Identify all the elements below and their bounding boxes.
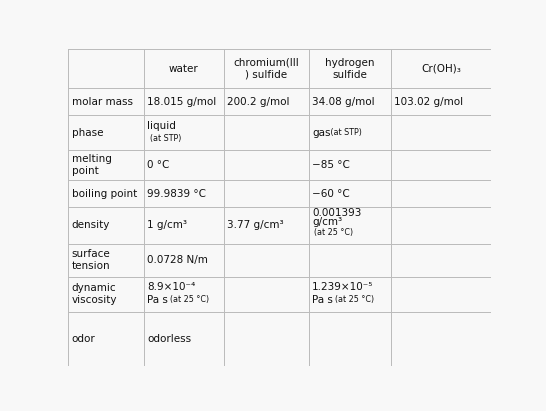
Text: (at 25 °C): (at 25 °C) bbox=[330, 296, 374, 305]
Text: 103.02 g/mol: 103.02 g/mol bbox=[394, 97, 463, 107]
Text: −85 °C: −85 °C bbox=[312, 160, 350, 170]
Text: (at 25 °C): (at 25 °C) bbox=[314, 228, 353, 237]
Text: 3.77 g/cm³: 3.77 g/cm³ bbox=[227, 220, 284, 231]
Text: g/cm³: g/cm³ bbox=[312, 217, 342, 227]
Text: liquid: liquid bbox=[147, 121, 176, 131]
Text: dynamic
viscosity: dynamic viscosity bbox=[72, 284, 117, 305]
Text: melting
point: melting point bbox=[72, 155, 111, 176]
Text: odor: odor bbox=[72, 334, 96, 344]
Text: 1 g/cm³: 1 g/cm³ bbox=[147, 220, 187, 231]
Text: 0 °C: 0 °C bbox=[147, 160, 169, 170]
Text: molar mass: molar mass bbox=[72, 97, 133, 107]
Text: 200.2 g/mol: 200.2 g/mol bbox=[227, 97, 290, 107]
Text: (at STP): (at STP) bbox=[328, 128, 362, 137]
Text: chromium(III
) sulfide: chromium(III ) sulfide bbox=[233, 58, 299, 80]
Text: odorless: odorless bbox=[147, 334, 191, 344]
Text: −60 °C: −60 °C bbox=[312, 189, 350, 199]
Text: water: water bbox=[169, 64, 199, 74]
Text: (at 25 °C): (at 25 °C) bbox=[165, 296, 209, 305]
Text: density: density bbox=[72, 220, 110, 231]
Text: gas: gas bbox=[312, 128, 330, 138]
Text: 34.08 g/mol: 34.08 g/mol bbox=[312, 97, 375, 107]
Text: 18.015 g/mol: 18.015 g/mol bbox=[147, 97, 216, 107]
Text: phase: phase bbox=[72, 128, 103, 138]
Text: surface
tension: surface tension bbox=[72, 249, 110, 271]
Text: 0.0728 N/m: 0.0728 N/m bbox=[147, 255, 208, 265]
Text: 0.001393: 0.001393 bbox=[312, 208, 361, 218]
Text: Cr(OH)₃: Cr(OH)₃ bbox=[421, 64, 461, 74]
Text: hydrogen
sulfide: hydrogen sulfide bbox=[325, 58, 375, 80]
Text: (at STP): (at STP) bbox=[150, 134, 182, 143]
Text: 1.239×10⁻⁵: 1.239×10⁻⁵ bbox=[312, 282, 373, 292]
Text: boiling point: boiling point bbox=[72, 189, 137, 199]
Text: Pa s: Pa s bbox=[147, 295, 168, 305]
Text: 8.9×10⁻⁴: 8.9×10⁻⁴ bbox=[147, 282, 195, 292]
Text: Pa s: Pa s bbox=[312, 295, 333, 305]
Text: 99.9839 °C: 99.9839 °C bbox=[147, 189, 206, 199]
